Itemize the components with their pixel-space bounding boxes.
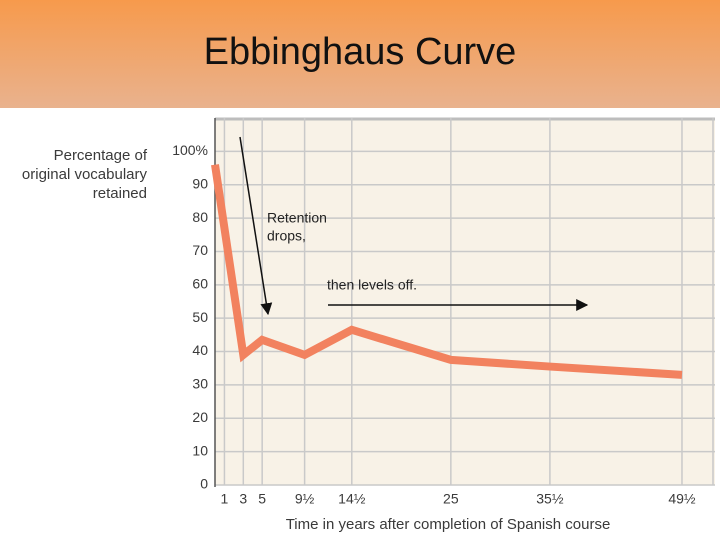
x-tick-label: 14½	[338, 491, 366, 507]
y-tick-label: 40	[192, 342, 208, 358]
y-tick-label: 50	[192, 309, 208, 325]
grid	[215, 118, 715, 486]
chart-title: Ebbinghaus Curve	[204, 31, 517, 73]
plot-area	[215, 118, 715, 485]
arrow	[239, 136, 273, 316]
y-tick-label: 100%	[172, 142, 208, 158]
y-axis-label: original vocabulary	[22, 166, 148, 183]
x-tick-label: 1	[221, 491, 229, 507]
x-tick-label: 5	[258, 491, 266, 507]
y-tick-label: 20	[192, 409, 208, 425]
y-tick-label: 90	[192, 175, 208, 191]
line	[211, 164, 683, 379]
x-tick-label: 9½	[295, 491, 315, 507]
x-tick-label: 25	[443, 491, 459, 507]
y-tick-label: 10	[192, 442, 208, 458]
annotation: drops,	[267, 228, 306, 244]
y-tick-label: 30	[192, 376, 208, 392]
x-tick-label: 35½	[536, 491, 564, 507]
y-tick-label: 0	[200, 476, 208, 492]
x-axis-label: Time in years after completion of Spanis…	[286, 516, 611, 533]
annotation: then levels off.	[327, 277, 417, 293]
title-band	[0, 0, 720, 108]
y-tick-label: 70	[192, 242, 208, 258]
y-tick-label: 80	[192, 209, 208, 225]
y-axis-label: retained	[93, 185, 147, 202]
x-tick-label: 3	[239, 491, 247, 507]
annotation: Retention	[267, 210, 327, 226]
x-tick-label: 49½	[668, 491, 696, 507]
y-axis-label: Percentage of	[54, 147, 148, 164]
y-tick-label: 60	[192, 276, 208, 292]
